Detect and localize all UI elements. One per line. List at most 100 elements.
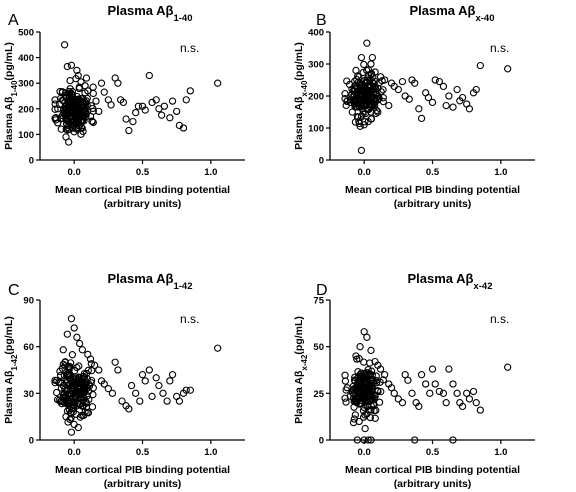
y-tick-label: 100 — [18, 130, 34, 141]
data-point — [65, 98, 74, 106]
chart-title-main: Plasma Aβ — [408, 271, 474, 286]
data-point — [368, 53, 377, 62]
data-point — [352, 395, 360, 403]
data-point — [356, 373, 365, 381]
data-point — [435, 387, 443, 396]
data-point — [73, 333, 81, 341]
data-point — [367, 60, 375, 68]
data-point — [73, 66, 81, 75]
data-point — [394, 395, 402, 403]
data-point — [64, 371, 73, 379]
x-tick-label: 0.5 — [136, 167, 150, 178]
data-point — [89, 89, 97, 98]
data-point — [379, 86, 387, 94]
data-point — [186, 386, 194, 394]
data-point — [348, 108, 356, 116]
data-point — [374, 108, 382, 116]
data-point — [59, 391, 68, 399]
data-point — [361, 384, 370, 393]
data-point — [411, 436, 419, 444]
data-point — [435, 77, 443, 86]
data-point — [63, 62, 71, 71]
data-point — [67, 428, 76, 436]
y-tick-label: 400 — [308, 28, 324, 39]
data-point — [351, 99, 360, 107]
data-point — [66, 76, 74, 85]
chart-title: Plasma Aβ1-42 — [108, 271, 193, 292]
y-axis-label: Plasma Aβ1-42(pg/mL) — [3, 316, 19, 424]
data-point — [66, 380, 74, 388]
data-point — [76, 413, 84, 421]
y-axis-label: Plasma Aβ1-40(pg/mL) — [3, 42, 19, 150]
data-point — [449, 103, 457, 111]
data-point — [152, 96, 160, 104]
data-point — [476, 61, 484, 70]
data-point — [58, 88, 67, 97]
x-axis-label-line1: Mean cortical PIB binding potential — [55, 184, 230, 196]
x-tick-label: 0.0 — [68, 447, 81, 458]
data-point — [163, 397, 171, 405]
data-point — [80, 117, 88, 125]
data-point — [122, 115, 130, 123]
data-point — [458, 93, 467, 102]
y-tick-label: 0 — [29, 156, 34, 167]
data-point — [60, 41, 69, 49]
panel-letter: D — [316, 282, 328, 299]
data-point — [73, 92, 81, 101]
data-point — [357, 146, 366, 155]
data-point — [370, 401, 378, 410]
y-axis-label-unit: (pg/mL) — [293, 316, 305, 355]
data-point — [476, 406, 484, 414]
data-point — [129, 117, 137, 126]
data-point — [104, 385, 112, 393]
data-point — [449, 436, 457, 444]
data-point — [63, 330, 71, 338]
data-point — [66, 113, 74, 121]
data-point — [95, 107, 103, 116]
data-point — [356, 122, 364, 130]
data-point — [75, 362, 83, 370]
data-point — [85, 380, 93, 388]
data-point — [160, 102, 169, 110]
data-point — [57, 371, 65, 380]
data-point — [86, 355, 95, 363]
data-point — [52, 116, 60, 124]
data-point — [368, 86, 377, 95]
data-point — [415, 402, 423, 411]
y-tick-label: 90 — [23, 296, 34, 307]
data-point — [428, 98, 437, 107]
data-point — [376, 365, 385, 373]
data-point — [132, 108, 140, 117]
data-point — [51, 96, 59, 104]
data-point — [431, 76, 439, 84]
data-point — [56, 367, 64, 375]
data-point — [114, 366, 122, 374]
data-point — [79, 100, 87, 108]
data-point — [369, 379, 378, 387]
data-point — [52, 388, 61, 397]
data-point — [186, 87, 194, 95]
data-point — [401, 92, 409, 100]
data-point — [71, 392, 80, 401]
data-point — [504, 65, 512, 73]
data-point — [78, 346, 87, 354]
data-point — [148, 392, 156, 401]
data-point — [372, 379, 381, 387]
data-point — [445, 365, 453, 373]
data-point — [72, 75, 80, 83]
data-point — [75, 83, 84, 91]
data-point — [442, 101, 450, 110]
data-point — [398, 399, 407, 407]
data-point — [351, 411, 360, 419]
y-tick-label: 30 — [23, 389, 34, 400]
data-point — [67, 315, 76, 323]
data-point — [79, 389, 87, 398]
y-axis-label-unit: (pg/mL) — [3, 42, 15, 81]
data-point — [70, 324, 78, 332]
data-point — [61, 89, 70, 97]
data-point — [175, 397, 184, 405]
y-axis-label-unit: (pg/mL) — [3, 316, 15, 355]
data-point — [426, 389, 434, 397]
